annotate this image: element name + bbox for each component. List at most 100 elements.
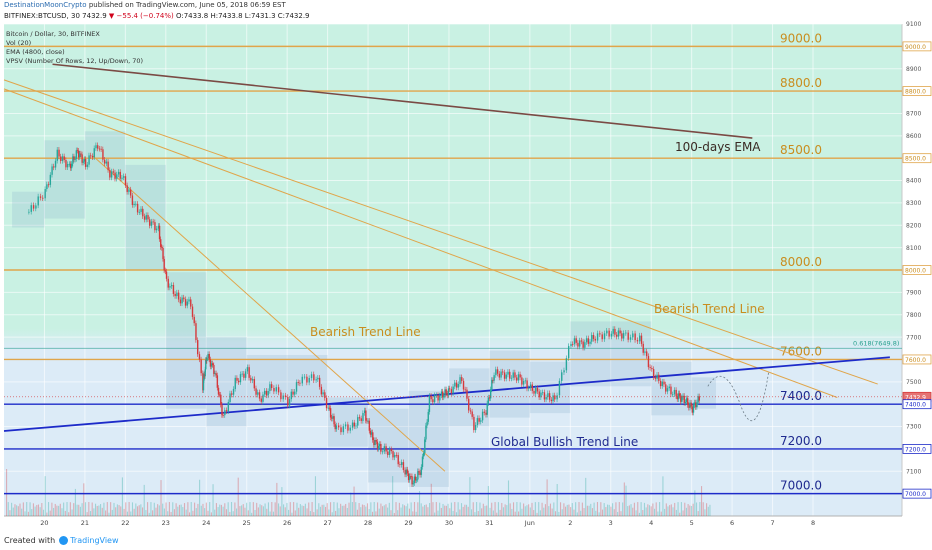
volume-bar (397, 510, 399, 516)
candle (126, 185, 128, 192)
volume-bar (19, 503, 21, 516)
volume-bar (422, 506, 424, 516)
candle (548, 393, 551, 400)
volume-bar (610, 506, 612, 516)
candle (372, 432, 374, 441)
candle (315, 379, 317, 381)
volume-bar (591, 508, 593, 516)
volume-bar (479, 502, 481, 516)
candle (531, 384, 533, 391)
candle (364, 410, 366, 414)
candle (47, 184, 50, 186)
candle (42, 197, 44, 199)
candle (198, 354, 201, 360)
candle (342, 426, 345, 433)
volume-bar (437, 510, 439, 516)
volume-bar (521, 508, 523, 516)
volume-bar (247, 510, 249, 516)
price-chart[interactable]: 202122232425262728293031Jun2345678910090… (0, 0, 932, 530)
volume-bar (262, 506, 264, 516)
volume-bar (323, 504, 325, 516)
candle (86, 164, 89, 167)
candle (184, 299, 187, 306)
volume-bar (590, 503, 592, 516)
volume-bar (56, 505, 58, 516)
volume-bar (289, 502, 291, 516)
volume-bar (336, 502, 338, 516)
candle (49, 174, 52, 185)
volume-bar (157, 504, 159, 516)
volume-bar (147, 502, 149, 516)
candle (61, 156, 64, 161)
volume-bar (669, 505, 671, 516)
volume-bar (338, 508, 340, 516)
candle (425, 425, 427, 440)
candle (632, 333, 634, 338)
candle (365, 410, 367, 421)
candle (500, 371, 502, 378)
volume-bar (566, 504, 568, 516)
candle (471, 411, 473, 417)
x-tick-label: 28 (364, 519, 372, 527)
volume-bar (251, 512, 253, 516)
candle (88, 155, 90, 165)
volume-bar (383, 505, 385, 516)
volume-bar (551, 508, 553, 516)
volume-bar (679, 512, 681, 516)
brand-name[interactable]: TradingView (70, 536, 119, 545)
publish-line: DestinationMoonCrypto published on Tradi… (4, 1, 286, 9)
level-label: 7200.0 (780, 434, 822, 448)
volume-bar (373, 502, 375, 516)
candle (273, 387, 275, 392)
candle (147, 215, 149, 220)
y-tick-label: 8700 (906, 111, 921, 118)
volume-bar (543, 507, 545, 516)
candle (649, 367, 651, 369)
volume-bar (141, 507, 144, 516)
volume-bar (660, 511, 662, 516)
candle (83, 159, 86, 162)
volume-bar (59, 503, 61, 516)
candle (462, 380, 465, 390)
volume-bar (138, 505, 140, 516)
volume-bar (526, 505, 528, 516)
candle (158, 225, 161, 240)
candle (248, 367, 250, 378)
volume-bar (549, 503, 552, 516)
candle (195, 323, 197, 341)
candle (543, 392, 546, 400)
volume-bar (662, 476, 664, 516)
y-tick-label: 7700 (906, 334, 921, 341)
candle (578, 340, 581, 347)
volume-bar (664, 508, 666, 516)
volume-bar (29, 502, 31, 516)
price-axis-label-box (902, 444, 932, 454)
volume-bar (69, 502, 71, 516)
candle (30, 205, 32, 212)
volume-bar (536, 512, 538, 516)
candle (488, 397, 491, 399)
candle (183, 297, 185, 300)
change-value: ▼ −55.4 (−0.74%) (108, 12, 174, 20)
volume-bar (412, 511, 414, 516)
volume-bar (46, 512, 48, 516)
candle (181, 297, 183, 304)
candle (639, 335, 641, 342)
volume-bar (346, 507, 348, 516)
volume-bar (689, 505, 691, 516)
candle (81, 154, 83, 163)
volume-bar (417, 502, 419, 516)
candle (554, 395, 556, 400)
volume-bar (239, 506, 241, 516)
candle (241, 373, 243, 375)
author-name[interactable]: DestinationMoonCrypto (4, 1, 87, 9)
trend-line (52, 63, 753, 139)
candle (165, 271, 168, 279)
volume-bar (204, 508, 206, 516)
volume-profile-box (448, 368, 490, 427)
candle (457, 384, 460, 388)
volume-bar (612, 503, 614, 516)
candle (395, 454, 398, 456)
candle (206, 357, 208, 362)
volume-bar (207, 510, 209, 516)
